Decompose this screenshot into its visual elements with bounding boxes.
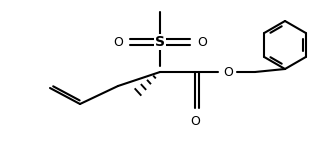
Text: O: O	[223, 66, 233, 78]
Text: O: O	[197, 36, 207, 48]
Text: S: S	[155, 35, 165, 49]
Text: O: O	[190, 115, 200, 128]
Text: O: O	[113, 36, 123, 48]
